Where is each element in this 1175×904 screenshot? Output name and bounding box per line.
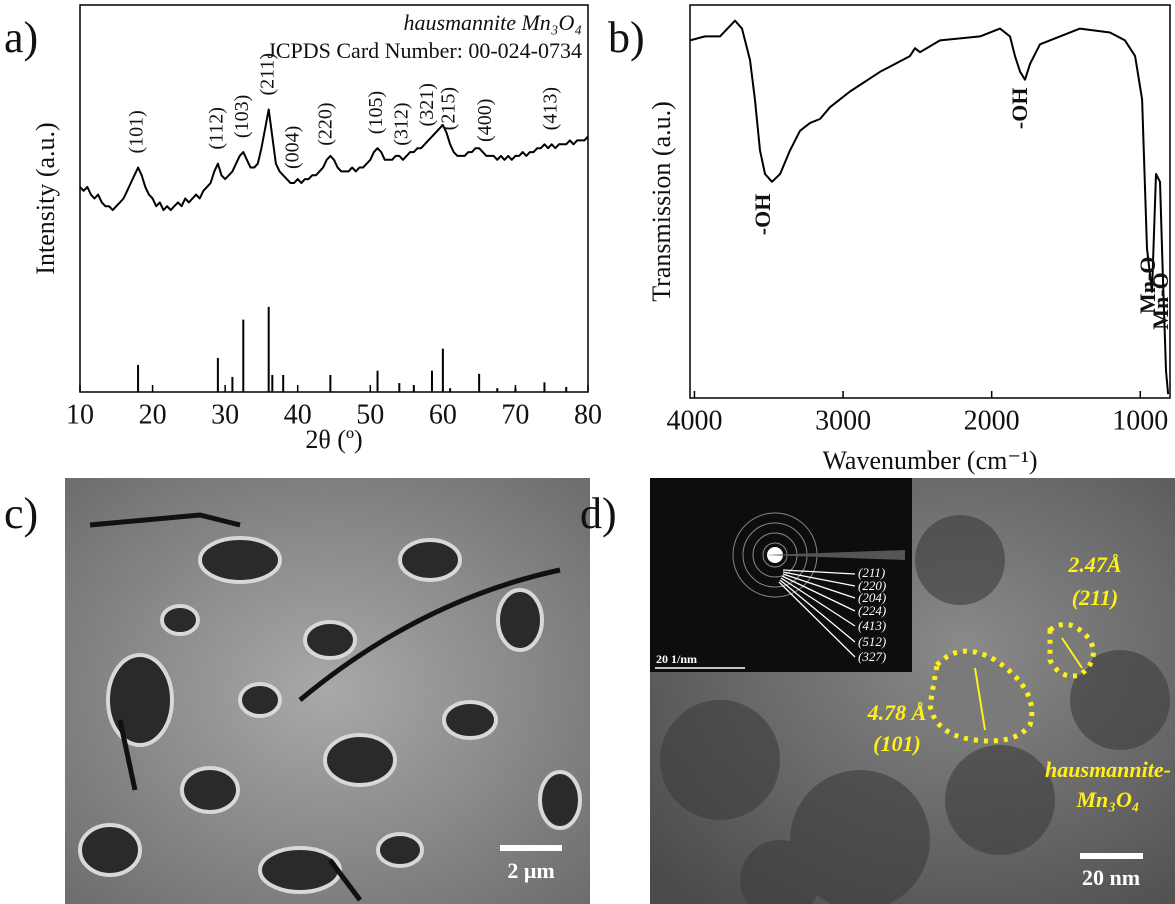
d-spacing-label: 4.78 Å [867,700,927,725]
peak-label: (004) [282,126,304,169]
inset-plane-label: (211) [858,565,885,580]
phase-label: hausmannite- [1045,757,1171,782]
x-tick-label: 40 [284,399,312,430]
panel-label: b) [608,13,645,62]
peak-label: (413) [539,87,561,130]
inset-plane-label: (224) [858,603,886,618]
spectrum-line [79,108,589,212]
peak-label: (400) [474,99,496,142]
x-tick-label: 4000 [666,405,722,436]
band-label: Mn-O [1135,257,1160,314]
band-label: -OH [1007,88,1032,130]
inset-plane-label: (327) [858,649,886,664]
y-axis-label: Transmission (a.u.) [647,101,676,302]
annotation: hausmannite Mn₃O₄ [404,10,582,35]
spectrum-line [689,19,1170,395]
band-label: Mn-O [1148,272,1173,329]
panel-label: a) [4,13,38,62]
x-tick-label: 20 [139,399,167,430]
peak-label: (220) [314,102,336,145]
inset-plane-label: (204) [858,590,886,605]
inset-scale-bar-label: 20 1/nm [656,652,697,666]
peak-label: (215) [438,87,460,130]
peak-label: (103) [231,95,253,138]
inset-plane-label: (512) [858,634,886,649]
peak-label: (101) [126,110,148,153]
plane-label: (211) [1072,585,1118,610]
d-spacing-label: 2.47Å [1067,552,1121,577]
peak-label: (105) [365,91,387,134]
x-tick-label: 50 [356,399,384,430]
inset-plane-label: (220) [858,578,886,593]
x-tick-label: 1000 [1112,405,1168,436]
x-tick-label: 3000 [815,405,871,436]
inset-plane-label: (413) [858,618,886,633]
annotation: JCPDS Card Number: 00-024-0734 [267,38,582,63]
band-label: -OH [750,194,775,236]
x-tick-label: 60 [429,399,457,430]
peak-label: (211) [256,53,278,96]
x-tick-label: 70 [501,399,529,430]
panel-label: d) [580,489,617,538]
x-axis-label: Wavenumber (cm⁻¹) [822,446,1037,475]
x-tick-label: 80 [574,399,602,430]
x-axis-label: 2θ (º) [305,425,362,454]
y-axis-label: Intensity (a.u.) [31,122,60,274]
x-tick-label: 30 [211,399,239,430]
tem-image [650,478,1175,904]
scale-bar-label: 2 μm [507,858,554,883]
panel-label: c) [4,489,38,538]
plot-frame [79,4,589,393]
peak-label: (321) [416,83,438,126]
plot-frame [689,4,1171,399]
x-tick-label: 2000 [964,405,1020,436]
sem-image [65,478,590,904]
phase-label: Mn₃O₄ [1075,787,1139,812]
peak-label: (112) [205,107,227,150]
peak-label: (312) [391,102,413,145]
x-tick-label: 10 [66,399,94,430]
plane-label: (101) [873,731,921,756]
scale-bar-label: 20 nm [1082,865,1140,890]
